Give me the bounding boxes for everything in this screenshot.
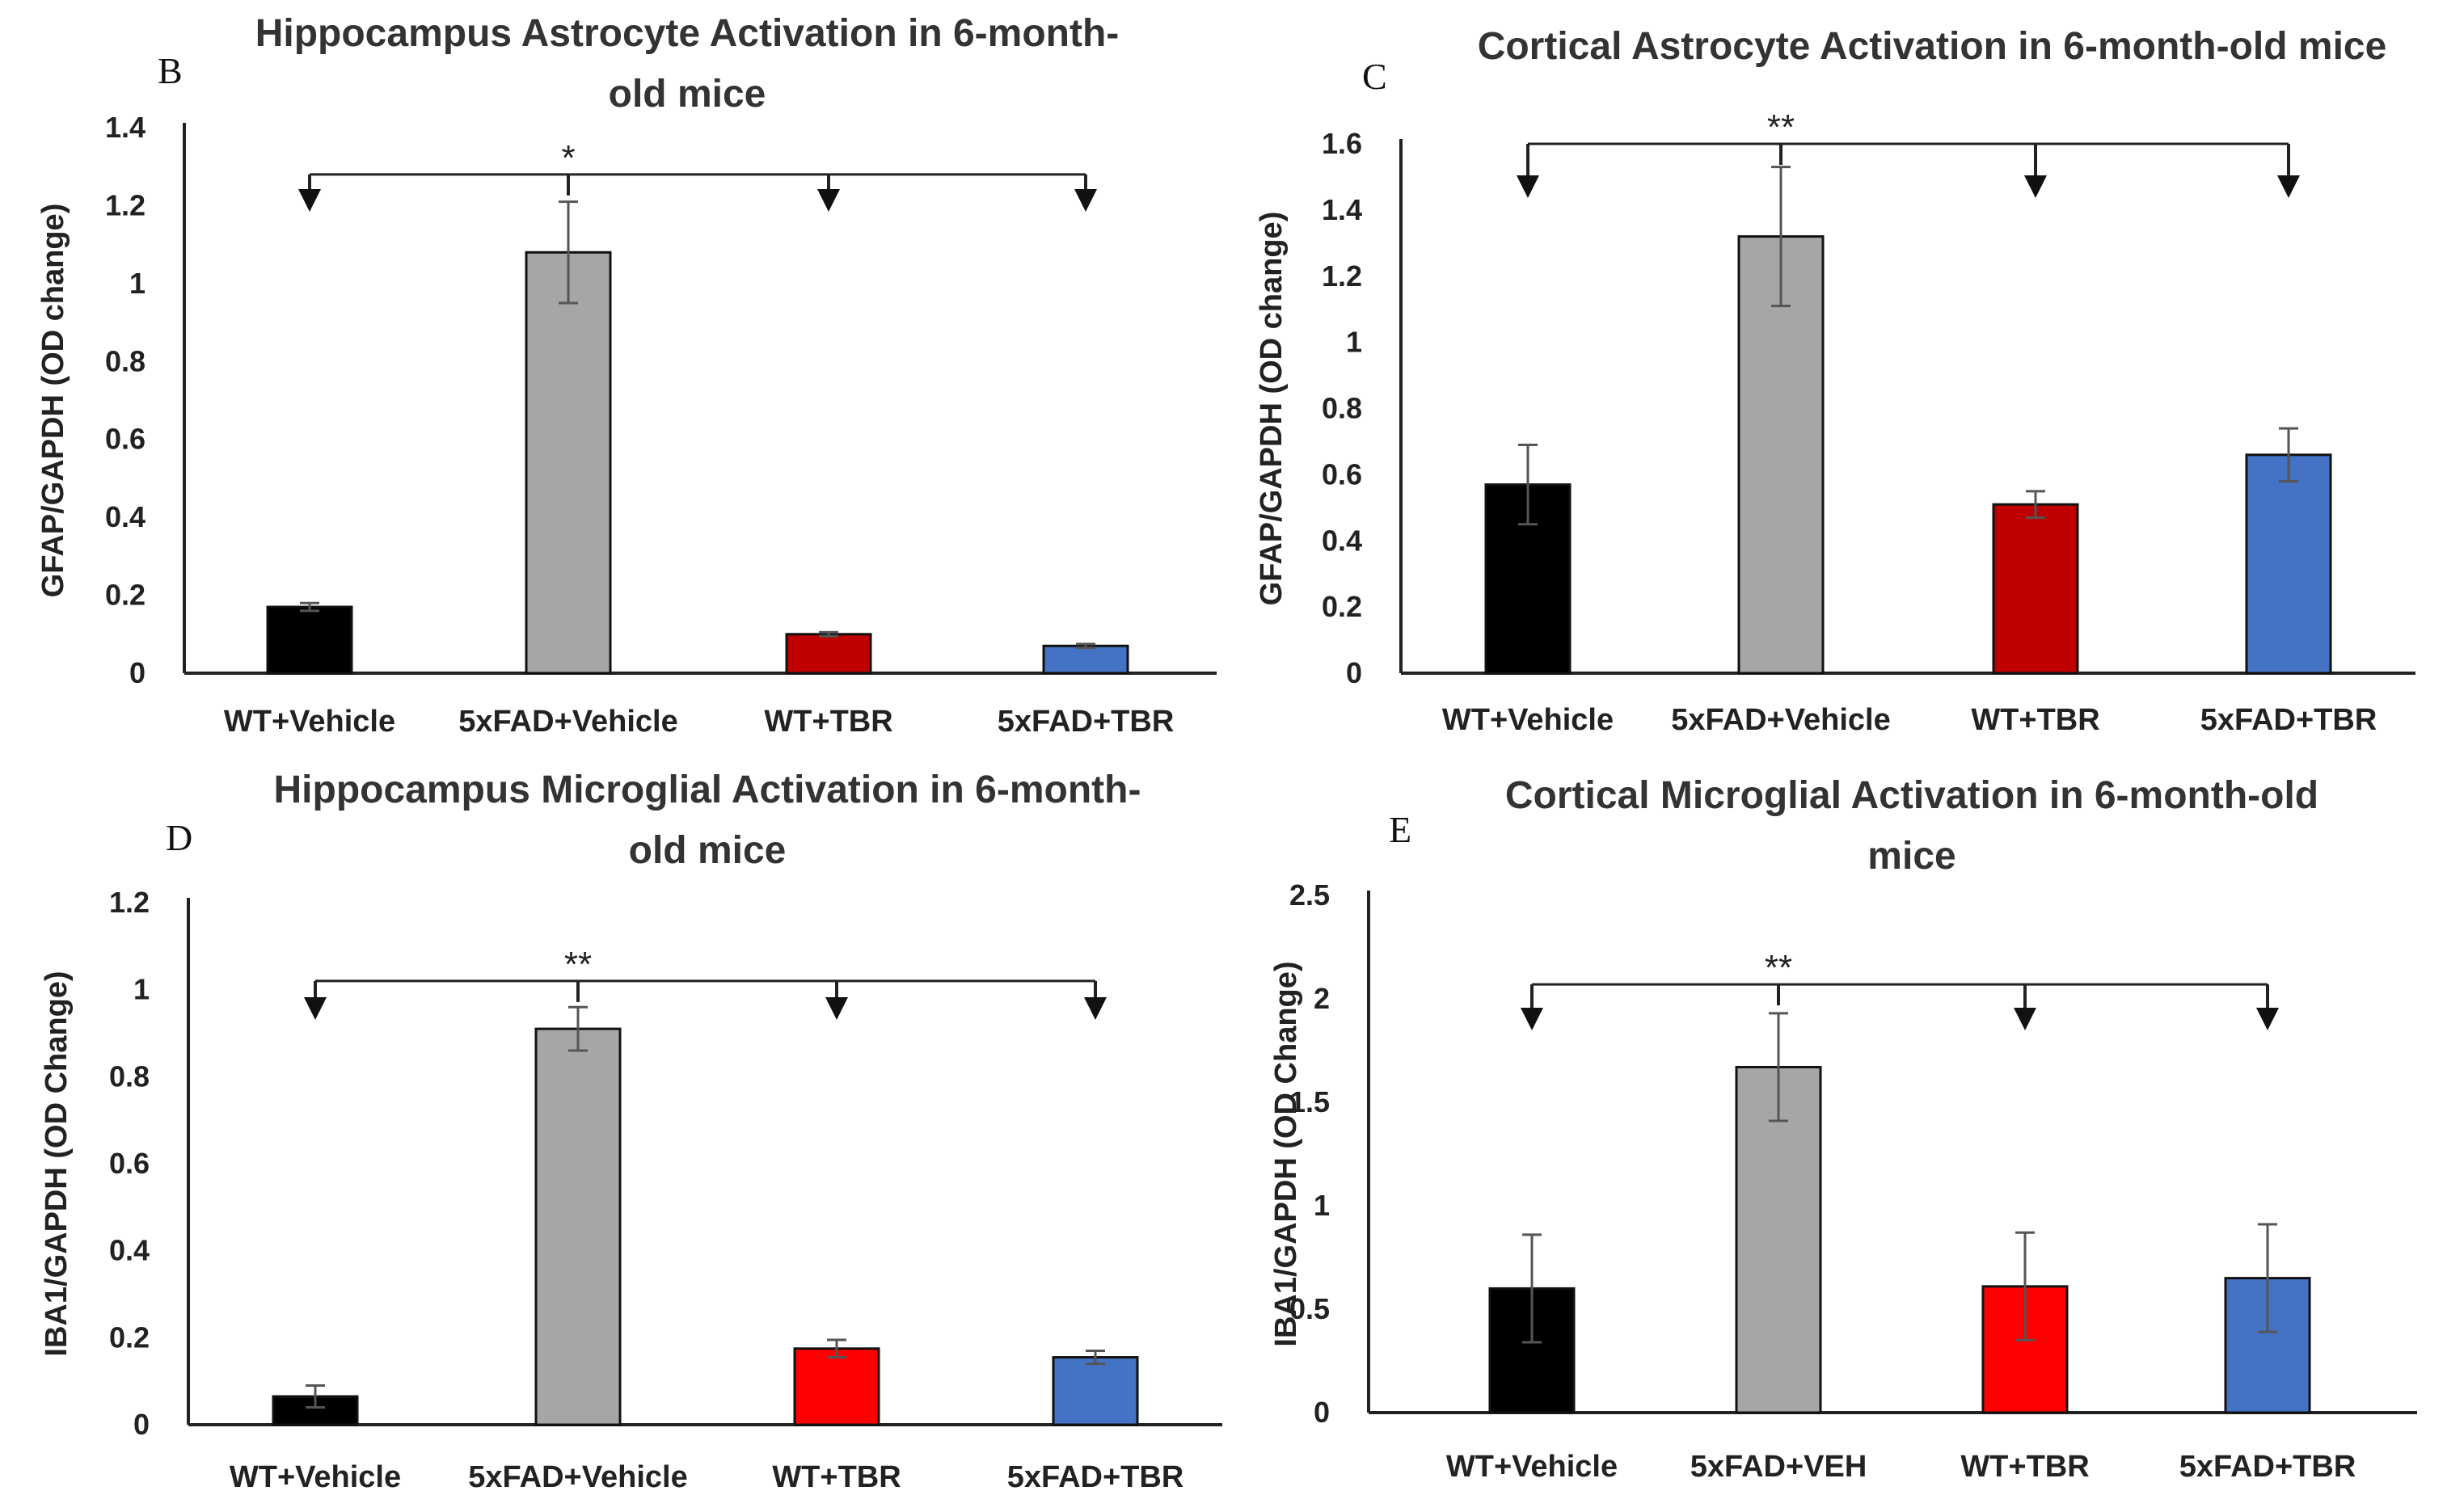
y-tick-label: 0.8 [109, 1059, 150, 1093]
comparison-arrow-head [825, 997, 848, 1020]
y-tick-label: 0.4 [105, 500, 146, 533]
y-tick-label: 0 [129, 656, 146, 689]
x-tick-label: WT+TBR [764, 705, 892, 739]
bar [785, 633, 872, 675]
comparison-arrow-head [298, 189, 321, 212]
x-tick-label: WT+Vehicle [1446, 1450, 1618, 1484]
panel-b: Hippocampus Astrocyte Activation in 6-mo… [36, 12, 1217, 739]
panel-e: Cortical Microglial Activation in 6-mont… [1269, 774, 2417, 1484]
panel-d: Hippocampus Microglial Activation in 6-m… [40, 769, 1222, 1494]
comparison-arrow-head [2277, 175, 2300, 198]
y-tick-label: 0.4 [109, 1234, 150, 1267]
y-axis-label: IBA1/GAPDH (OD Change) [40, 971, 74, 1356]
y-tick-label: 1 [1346, 326, 1362, 359]
y-tick-label: 1.2 [109, 886, 150, 919]
x-tick-label: 5xFAD+TBR [2200, 703, 2377, 737]
y-tick-label: 0.2 [105, 579, 146, 612]
x-tick-label: 5xFAD+TBR [2179, 1450, 2356, 1484]
y-tick-label: 2.5 [1289, 878, 1330, 912]
y-tick-label: 0.6 [109, 1147, 150, 1180]
y-tick-label: 0.2 [1322, 590, 1362, 623]
significance-label: ** [1765, 948, 1792, 988]
y-tick-label: 1.5 [1289, 1085, 1330, 1118]
significance-label: ** [564, 945, 592, 984]
chart-title-line: old mice [609, 73, 766, 116]
panel-letter: E [1389, 809, 1411, 850]
x-tick-label: WT+Vehicle [224, 705, 395, 739]
panel-letter: C [1362, 56, 1387, 97]
bar [266, 605, 353, 675]
x-tick-label: 5xFAD+Vehicle [458, 705, 677, 739]
bar [525, 251, 612, 675]
y-tick-label: 1.4 [105, 111, 146, 144]
x-tick-label: 5xFAD+VEH [1690, 1450, 1867, 1484]
y-tick-label: 1.2 [1322, 259, 1362, 293]
y-axis-label: IBA1/GAPDH (OD Change) [1269, 961, 1303, 1346]
x-tick-label: 5xFAD+Vehicle [468, 1460, 687, 1494]
y-axis-label: GFAP/GAPDH (OD change) [1255, 212, 1289, 606]
bar [2245, 453, 2332, 675]
comparison-arrow-head [1521, 1008, 1543, 1030]
x-tick-label: 5xFAD+TBR [1007, 1460, 1184, 1494]
comparison-arrow-head [1074, 189, 1097, 212]
comparison-arrow-head [2014, 1008, 2036, 1030]
panel-c: Cortical Astrocyte Activation in 6-month… [1255, 25, 2415, 737]
y-tick-label: 1 [1314, 1189, 1330, 1222]
y-tick-label: 1.2 [105, 188, 146, 221]
x-tick-label: WT+Vehicle [1442, 703, 1614, 737]
y-tick-label: 0.6 [1322, 457, 1362, 491]
y-tick-label: 0.4 [1322, 524, 1362, 557]
y-tick-label: 0.2 [109, 1320, 150, 1354]
y-tick-label: 1 [129, 267, 146, 300]
bar [1737, 235, 1825, 675]
chart-title-line: Hippocampus Microglial Activation in 6-m… [274, 769, 1141, 811]
comparison-arrow-head [2024, 175, 2047, 198]
panel-letter: D [166, 817, 192, 858]
y-tick-label: 0.8 [1322, 392, 1362, 425]
bar [1042, 644, 1129, 675]
y-tick-label: 0.6 [105, 423, 146, 456]
comparison-arrow-head [2256, 1008, 2279, 1030]
chart-title-line: mice [1867, 835, 1955, 878]
y-tick-label: 1 [133, 973, 150, 1006]
y-tick-label: 1.6 [1322, 127, 1362, 160]
y-tick-label: 0 [1314, 1396, 1330, 1429]
chart-title-line: Cortical Astrocyte Activation in 6-month… [1478, 25, 2387, 68]
y-axis-label: GFAP/GAPDH (OD change) [36, 204, 70, 598]
comparison-arrow-head [1517, 175, 1539, 198]
y-tick-label: 1.4 [1322, 193, 1362, 226]
y-tick-label: 0.8 [105, 344, 146, 377]
x-tick-label: WT+TBR [1971, 703, 2099, 737]
bar [793, 1347, 880, 1426]
panel-letter: B [158, 50, 183, 91]
bar [1735, 1065, 1822, 1414]
comparison-arrow-head [817, 189, 840, 212]
chart-title-line: Hippocampus Astrocyte Activation in 6-mo… [255, 12, 1120, 55]
y-tick-label: 2 [1314, 982, 1330, 1015]
chart-title-line: old mice [629, 829, 787, 872]
comparison-arrow-head [1084, 997, 1107, 1020]
y-tick-label: 0.5 [1289, 1292, 1330, 1325]
significance-label: ** [1767, 107, 1795, 147]
y-tick-label: 0 [1346, 656, 1362, 689]
bar [534, 1027, 622, 1426]
x-tick-label: 5xFAD+TBR [998, 705, 1175, 739]
significance-label: * [561, 138, 575, 178]
chart-title-line: Cortical Microglial Activation in 6-mont… [1505, 774, 2318, 817]
comparison-arrow-head [304, 997, 327, 1020]
bar [1052, 1356, 1139, 1426]
x-tick-label: WT+TBR [1960, 1450, 2089, 1484]
y-tick-label: 0 [133, 1408, 150, 1441]
x-tick-label: 5xFAD+Vehicle [1671, 703, 1890, 737]
x-tick-label: WT+Vehicle [230, 1460, 401, 1494]
bar [1992, 503, 2079, 675]
x-tick-label: WT+TBR [772, 1460, 901, 1494]
